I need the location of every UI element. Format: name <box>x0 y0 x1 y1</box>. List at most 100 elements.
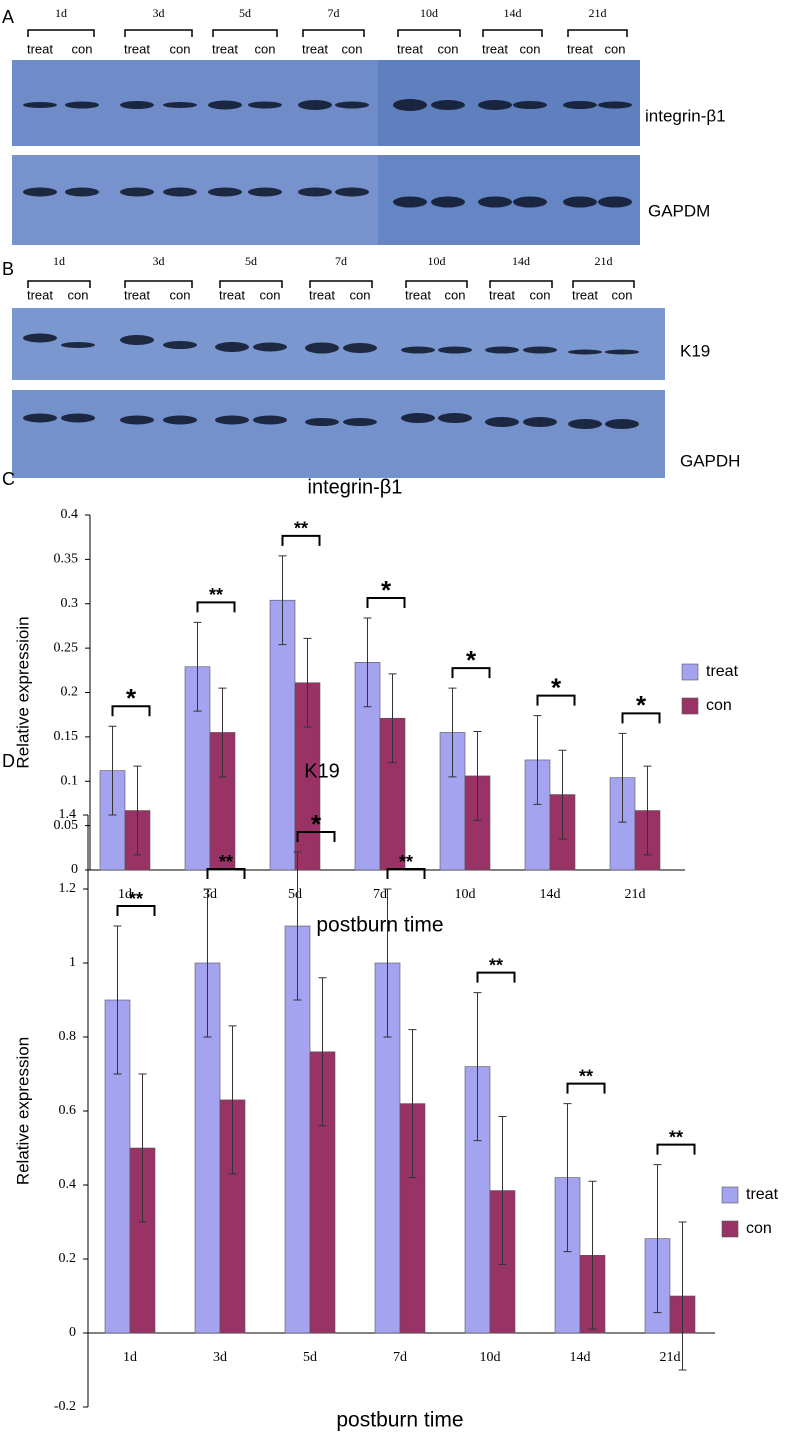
error-bar <box>278 555 287 646</box>
error-bar <box>558 749 567 840</box>
blot-band <box>563 101 597 109</box>
bar <box>464 775 491 871</box>
time-label: 5d <box>245 254 257 268</box>
blot-band <box>248 187 282 197</box>
blot-band <box>23 102 57 108</box>
lane-label: con <box>350 287 371 302</box>
error-bar <box>618 732 627 823</box>
significance-bracket <box>111 705 151 717</box>
x-tick-label: 14d <box>570 1350 591 1365</box>
lane-label: treat <box>27 41 53 56</box>
error-bar <box>653 1164 662 1314</box>
blot-band <box>605 349 639 355</box>
lane-bracket <box>397 29 461 37</box>
lane-label: treat <box>124 287 150 302</box>
y-tick-label: 1.4 <box>59 807 77 822</box>
significance-bracket <box>196 601 236 613</box>
lane-label: con <box>255 41 276 56</box>
time-label: 10d <box>420 6 438 20</box>
time-label: 10d <box>428 254 446 268</box>
time-label: 14d <box>504 6 522 20</box>
lane-bracket <box>572 280 635 288</box>
blot-band <box>523 346 557 354</box>
lane-label: con <box>520 41 541 56</box>
significance-bracket <box>476 971 516 983</box>
error-bar <box>133 765 142 856</box>
y-tick-label: 0.4 <box>61 507 79 522</box>
error-bar <box>293 851 302 1001</box>
x-tick-label: 7d <box>373 887 387 902</box>
error-bar <box>473 992 482 1142</box>
lane-bracket <box>567 29 628 37</box>
lane-label: con <box>260 287 281 302</box>
blot-band <box>298 187 332 197</box>
x-tick-label: 10d <box>480 1350 501 1365</box>
significance-bracket <box>656 1143 696 1155</box>
blot-band <box>568 419 602 429</box>
error-bar <box>218 687 227 778</box>
chart-title: integrin-β1 <box>308 476 403 498</box>
lane-label: con <box>342 41 363 56</box>
blot-band <box>335 187 369 197</box>
time-label: 5d <box>239 6 251 20</box>
error-bar <box>193 621 202 712</box>
blot-band <box>485 346 519 354</box>
error-bar <box>533 715 542 805</box>
lane-label: con <box>612 287 633 302</box>
significance-label: ** <box>399 852 413 872</box>
y-axis-label: Relative expressioin <box>13 616 32 768</box>
error-bar <box>228 1025 237 1175</box>
error-bar <box>388 673 397 764</box>
lane-label: treat <box>567 41 593 56</box>
y-tick-label: 0.4 <box>59 1177 77 1192</box>
blot-band <box>23 333 57 343</box>
x-tick-label: 1d <box>123 1350 137 1365</box>
blot-band <box>120 101 154 109</box>
significance-bracket <box>536 694 576 706</box>
time-label: 7d <box>335 254 347 268</box>
significance-bracket <box>621 712 661 724</box>
time-label: 1d <box>55 6 67 20</box>
lane-label: treat <box>212 41 238 56</box>
lane-bracket <box>219 280 283 288</box>
error-bar <box>363 617 372 708</box>
blot-band <box>61 413 95 423</box>
lane-label: treat <box>482 41 508 56</box>
error-bar <box>203 888 212 1038</box>
blot-band <box>438 413 472 423</box>
significance-label: * <box>381 575 392 605</box>
y-tick-label: 1.2 <box>59 881 77 896</box>
error-bar <box>678 1221 687 1371</box>
x-tick-label: 21d <box>660 1350 681 1365</box>
y-tick-label: 0.15 <box>54 729 79 744</box>
blot-band <box>120 335 154 345</box>
x-tick-label: 3d <box>203 887 217 902</box>
blot-band <box>208 187 242 197</box>
blot-band <box>253 342 287 352</box>
blot-band <box>605 419 639 429</box>
blot-band <box>513 101 547 109</box>
blot-band <box>478 100 512 110</box>
blot-band <box>253 415 287 425</box>
time-label: 14d <box>512 254 530 268</box>
significance-bracket <box>386 868 426 879</box>
lane-label: treat <box>219 287 245 302</box>
error-bar <box>588 1180 597 1330</box>
significance-label: ** <box>669 1127 683 1147</box>
x-tick-label: 14d <box>540 887 561 902</box>
lane-label: treat <box>572 287 598 302</box>
blot-band <box>401 413 435 423</box>
lane-bracket <box>482 29 543 37</box>
lane-label: treat <box>309 287 335 302</box>
blot-band <box>65 101 99 109</box>
error-bar <box>473 731 482 821</box>
significance-bracket <box>566 1082 606 1094</box>
lane-label: con <box>170 41 191 56</box>
time-label: 21d <box>589 6 607 20</box>
significance-label: ** <box>579 1066 593 1086</box>
legend-label: treat <box>706 663 739 680</box>
time-label: 7d <box>328 6 340 20</box>
x-tick-label: 1d <box>118 887 132 902</box>
blot-band <box>431 100 465 110</box>
